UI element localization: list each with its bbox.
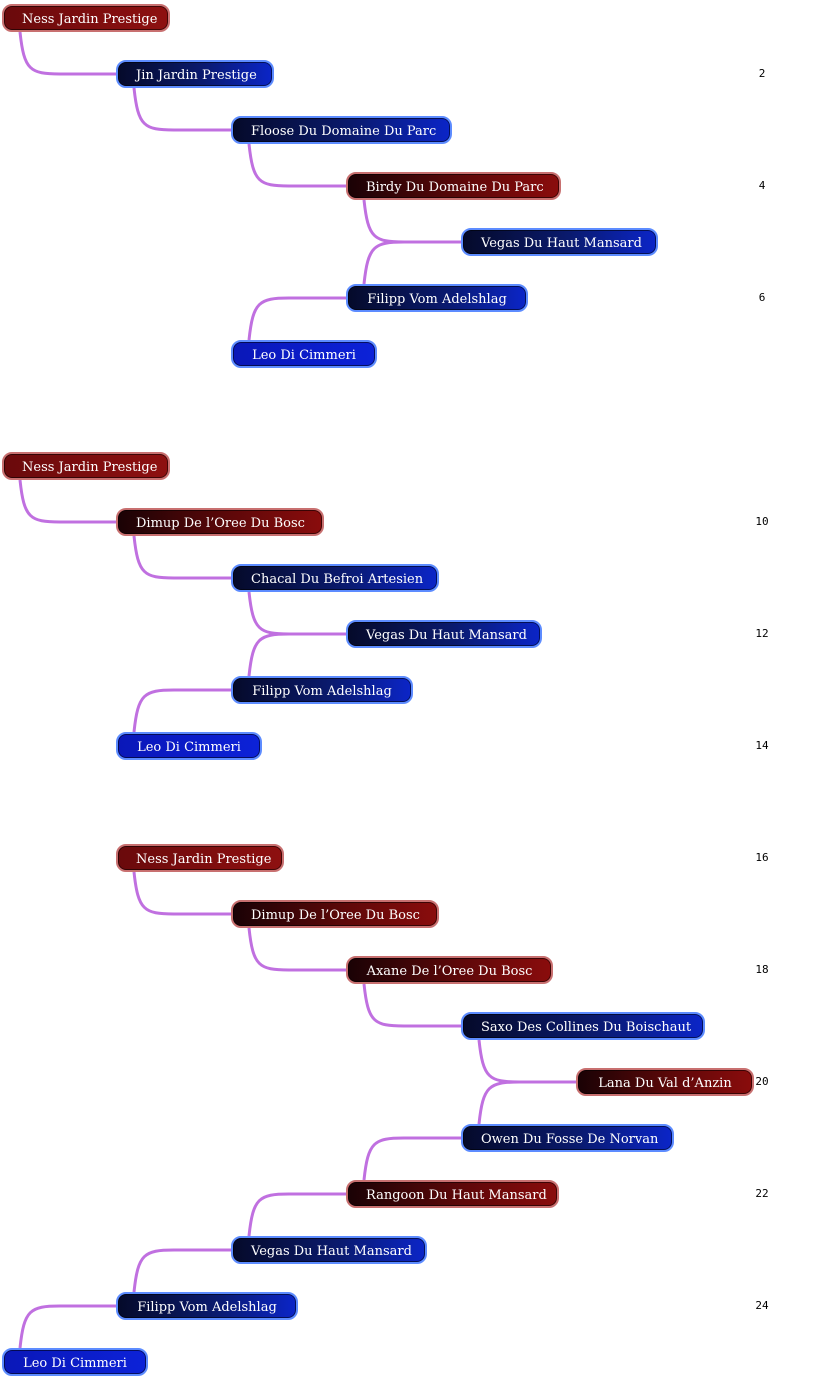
pedigree-node[interactable]: Vegas Du Haut Mansard <box>231 1236 427 1264</box>
pedigree-link <box>247 927 346 972</box>
generation-label: 20 <box>755 1075 769 1088</box>
generation-label: 4 <box>758 179 766 192</box>
generation-label: 12 <box>755 627 769 640</box>
pedigree-node[interactable]: Ness Jardin Prestige <box>2 452 170 480</box>
pedigree-node[interactable]: Vegas Du Haut Mansard <box>461 228 658 256</box>
generation-label: 14 <box>755 739 769 752</box>
pedigree-node[interactable]: Leo Di Cimmeri <box>2 1348 148 1376</box>
pedigree-link <box>477 1039 576 1084</box>
pedigree-node[interactable]: Leo Di Cimmeri <box>116 732 262 760</box>
pedigree-node[interactable]: Ness Jardin Prestige <box>116 844 284 872</box>
generation-label: 6 <box>758 291 766 304</box>
pedigree-link <box>132 871 231 916</box>
pedigree-node[interactable]: Dimup De l’Oree Du Bosc <box>116 508 324 536</box>
pedigree-node[interactable]: Lana Du Val d’Anzin <box>576 1068 754 1096</box>
pedigree-link <box>18 479 116 524</box>
pedigree-link <box>362 199 461 244</box>
generation-label: 2 <box>758 67 766 80</box>
pedigree-node[interactable]: Saxo Des Collines Du Boischaut <box>461 1012 705 1040</box>
pedigree-link <box>132 1248 241 1293</box>
generation-label: 18 <box>755 963 769 976</box>
pedigree-node[interactable]: Floose Du Domaine Du Parc <box>231 116 452 144</box>
pedigree-link <box>247 591 346 636</box>
generation-label: 10 <box>755 515 769 528</box>
pedigree-node[interactable]: Birdy Du Domaine Du Parc <box>346 172 561 200</box>
pedigree-node[interactable]: Chacal Du Befroi Artesien <box>231 564 439 592</box>
generation-label: 24 <box>755 1299 769 1312</box>
pedigree-node[interactable]: Axane De l’Oree Du Bosc <box>346 956 553 984</box>
pedigree-link <box>247 143 346 188</box>
pedigree-node[interactable]: Vegas Du Haut Mansard <box>346 620 542 648</box>
pedigree-link <box>18 1304 126 1349</box>
pedigree-link <box>362 240 471 285</box>
pedigree-node[interactable]: Owen Du Fosse De Norvan <box>461 1124 674 1152</box>
pedigree-link <box>18 31 116 76</box>
pedigree-link <box>362 1136 471 1181</box>
generation-label: 22 <box>755 1187 769 1200</box>
pedigree-link <box>132 688 241 733</box>
pedigree-node[interactable]: Ness Jardin Prestige <box>2 4 170 32</box>
pedigree-node[interactable]: Filipp Vom Adelshlag <box>116 1292 298 1320</box>
pedigree-node[interactable]: Rangoon Du Haut Mansard <box>346 1180 559 1208</box>
pedigree-node[interactable]: Filipp Vom Adelshlag <box>346 284 528 312</box>
pedigree-node[interactable]: Jin Jardin Prestige <box>116 60 274 88</box>
pedigree-node[interactable]: Dimup De l’Oree Du Bosc <box>231 900 439 928</box>
pedigree-link <box>477 1080 586 1125</box>
pedigree-link <box>247 296 356 341</box>
pedigree-node[interactable]: Leo Di Cimmeri <box>231 340 377 368</box>
pedigree-link <box>362 983 461 1028</box>
pedigree-node[interactable]: Filipp Vom Adelshlag <box>231 676 413 704</box>
pedigree-link <box>132 87 231 132</box>
generation-label: 16 <box>755 851 769 864</box>
pedigree-link <box>132 535 231 580</box>
pedigree-link <box>247 632 356 677</box>
pedigree-link <box>247 1192 356 1237</box>
